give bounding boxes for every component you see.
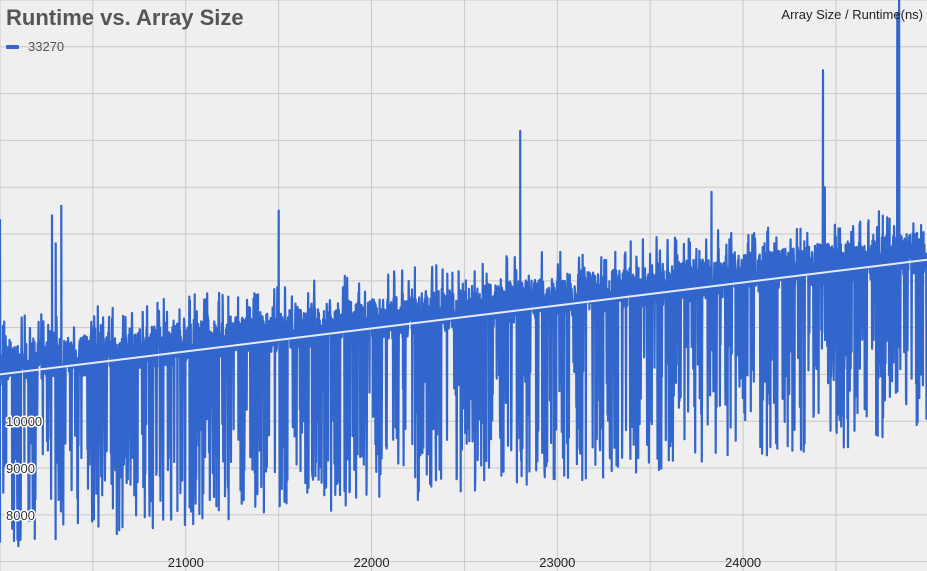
y-tick-label: 8000 (6, 508, 35, 523)
chart-title: Runtime vs. Array Size (6, 5, 244, 30)
x-tick-label: 22000 (353, 555, 389, 570)
series-line (0, 0, 927, 548)
x-tick-label: 21000 (168, 555, 204, 570)
y-tick-label: 9000 (6, 461, 35, 476)
x-tick-labels: 21000 22000 23000 24000 (168, 555, 761, 570)
trend-line-group (0, 258, 927, 376)
legend-swatch (6, 44, 19, 49)
series-33270 (0, 0, 927, 548)
axis-caption: Array Size / Runtime(ns) (781, 7, 923, 22)
x-tick-label: 23000 (539, 555, 575, 570)
y-tick-labels: 8000 9000 10000 (5, 413, 44, 525)
x-tick-label: 24000 (725, 555, 761, 570)
y-tick-label: 10000 (6, 414, 42, 429)
trend-line (0, 258, 927, 376)
legend: 33270 (6, 39, 64, 54)
legend-label: 33270 (28, 39, 65, 54)
